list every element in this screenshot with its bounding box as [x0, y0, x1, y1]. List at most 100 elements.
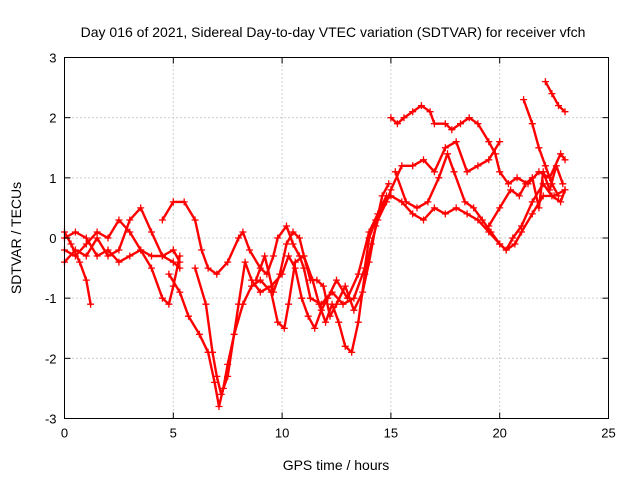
- data-point: [165, 270, 173, 278]
- data-point: [335, 318, 343, 326]
- data-point: [169, 246, 177, 254]
- data-series-12: [520, 96, 562, 200]
- data-point: [409, 162, 417, 170]
- data-point: [561, 108, 569, 116]
- data-point: [180, 198, 188, 206]
- data-point: [246, 246, 253, 254]
- data-point: [491, 150, 499, 158]
- series-trace: [544, 80, 567, 113]
- data-point: [496, 240, 504, 248]
- data-series-1: [61, 228, 95, 308]
- data-point: [465, 114, 473, 122]
- data-point: [474, 120, 482, 128]
- data-point: [365, 228, 373, 236]
- data-point: [341, 282, 349, 290]
- data-point: [296, 234, 303, 242]
- data-point: [213, 270, 221, 278]
- data-point: [387, 186, 395, 194]
- data-point: [535, 144, 543, 152]
- data-point: [252, 276, 260, 284]
- data-point: [185, 312, 192, 320]
- data-point: [385, 180, 393, 188]
- data-point: [256, 288, 264, 296]
- y-tick-labels: -3 -2 -1 0 1 2 3: [45, 51, 57, 427]
- data-point: [274, 318, 282, 326]
- data-series-3: [61, 228, 184, 308]
- data-point: [420, 156, 427, 164]
- data-series-8: [252, 180, 393, 320]
- x-tick-label: 0: [61, 426, 68, 441]
- data-series-13: [541, 78, 569, 116]
- data-point: [535, 204, 543, 212]
- data-point: [557, 150, 565, 158]
- data-point: [283, 222, 290, 230]
- data-point: [169, 198, 177, 206]
- data-point: [148, 228, 155, 236]
- data-point: [522, 180, 530, 188]
- data-point: [452, 138, 460, 146]
- data-point: [496, 168, 504, 176]
- data-point: [191, 216, 199, 224]
- data-point: [441, 144, 449, 152]
- data-point: [82, 234, 90, 242]
- data-point: [548, 180, 556, 188]
- data-point: [165, 300, 173, 308]
- data-point: [137, 246, 145, 254]
- data-point: [213, 372, 221, 380]
- data-point: [291, 264, 299, 272]
- data-point: [478, 216, 486, 224]
- data-point: [548, 192, 556, 200]
- data-point: [504, 180, 512, 188]
- data-point: [424, 198, 432, 206]
- y-tick-label: -1: [45, 291, 57, 306]
- data-point: [515, 192, 523, 200]
- data-point: [444, 150, 451, 158]
- data-point: [224, 372, 232, 380]
- data-point: [378, 192, 386, 200]
- data-point: [350, 294, 358, 302]
- y-tick-label: -3: [45, 412, 57, 427]
- series-trace: [63, 206, 182, 270]
- data-point: [463, 210, 471, 218]
- data-point: [402, 198, 410, 206]
- data-point: [298, 294, 306, 302]
- data-point: [430, 204, 438, 212]
- data-point: [417, 102, 425, 110]
- data-point: [387, 114, 395, 122]
- data-point: [115, 216, 123, 224]
- data-point: [393, 120, 401, 128]
- data-point: [559, 180, 567, 188]
- data-point: [283, 240, 290, 248]
- data-point: [435, 174, 443, 182]
- data-point: [496, 138, 504, 146]
- data-point: [461, 198, 469, 206]
- y-axis-label: SDTVAR / TECUs: [8, 182, 24, 294]
- data-point: [430, 120, 438, 128]
- data-series-7: [191, 192, 390, 398]
- data-series-9: [387, 102, 569, 188]
- data-point: [317, 306, 325, 314]
- x-tick-label: 10: [275, 426, 289, 441]
- data-point: [224, 258, 232, 266]
- data-point: [276, 270, 284, 278]
- y-tick-label: 0: [49, 231, 56, 246]
- data-point: [269, 288, 277, 296]
- data-point: [311, 324, 319, 332]
- data-point: [420, 216, 427, 224]
- data-point: [313, 276, 321, 284]
- data-point: [372, 222, 380, 230]
- data-point: [509, 234, 517, 242]
- data-series-2: [61, 204, 184, 272]
- data-point: [333, 300, 340, 308]
- data-point: [93, 228, 101, 236]
- data-point: [485, 222, 493, 230]
- data-point: [552, 162, 560, 170]
- data-point: [348, 348, 356, 356]
- data-point: [126, 252, 134, 260]
- data-point: [457, 120, 464, 128]
- x-axis-label: GPS time / hours: [283, 457, 390, 473]
- data-point: [409, 108, 417, 116]
- data-point: [158, 294, 166, 302]
- data-point: [333, 276, 340, 284]
